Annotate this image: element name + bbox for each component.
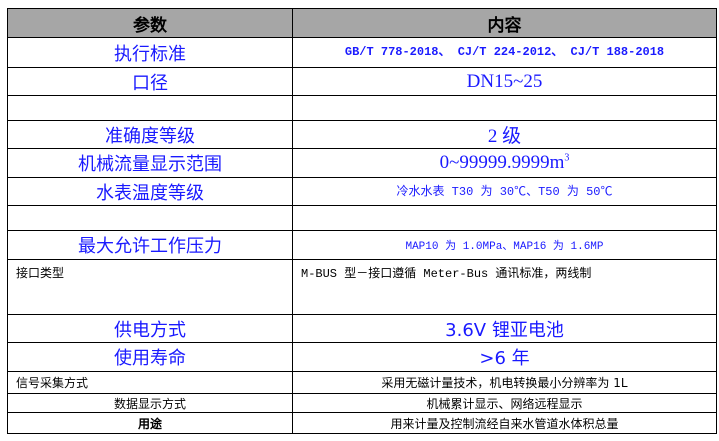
param-cell: 准确度等级: [7, 120, 293, 149]
content-cell: MAP10 为 1.0MPa、MAP16 为 1.6MP: [292, 230, 717, 260]
param-cell: [7, 205, 293, 231]
table-row: [7, 95, 717, 121]
param-cell: 供电方式: [7, 314, 293, 343]
param-cell: 口径: [7, 67, 293, 96]
table-row: 机械流量显示范围 0~99999.9999m3: [7, 148, 717, 178]
header-content: 内容: [292, 8, 717, 38]
table-row: 最大允许工作压力 MAP10 为 1.0MPa、MAP16 为 1.6MP: [7, 230, 717, 260]
content-cell: 2 级: [292, 120, 717, 149]
content-cell: [292, 205, 717, 231]
content-cell: 0~99999.9999m3: [292, 148, 717, 178]
table-row: [7, 205, 717, 231]
content-cell: GB/T 778-2018、 CJ/T 224-2012、 CJ/T 188-2…: [292, 37, 717, 68]
content-cell: 机械累计显示、网络远程显示: [292, 393, 717, 413]
param-cell: 用途: [7, 412, 293, 434]
param-cell: 数据显示方式: [7, 393, 293, 413]
content-cell: 冷水水表 T30 为 30℃、T50 为 50℃: [292, 177, 717, 206]
unit-exponent: 3: [564, 152, 570, 164]
param-cell: 执行标准: [7, 37, 293, 68]
param-cell: 使用寿命: [7, 342, 293, 372]
content-cell: 用来计量及控制流经自来水管道水体积总量: [292, 412, 717, 434]
content-cell: >6 年: [292, 342, 717, 372]
param-cell: 最大允许工作压力: [7, 230, 293, 260]
content-cell: [292, 95, 717, 121]
content-cell: DN15~25: [292, 67, 717, 96]
param-cell: 接口类型: [7, 259, 293, 315]
range-value: 0~99999.9999m: [439, 152, 565, 173]
header-param: 参数: [7, 8, 293, 38]
table-row: 供电方式 3.6V 锂亚电池: [7, 314, 717, 343]
table-row: 数据显示方式 机械累计显示、网络远程显示: [7, 393, 717, 413]
table-row: 用途 用来计量及控制流经自来水管道水体积总量: [7, 412, 717, 434]
param-cell: [7, 95, 293, 121]
content-cell: M-BUS 型－接口遵循 Meter-Bus 通讯标准，两线制: [292, 259, 717, 315]
table-row: 接口类型 M-BUS 型－接口遵循 Meter-Bus 通讯标准，两线制: [7, 259, 717, 315]
spec-table: 参数 内容 执行标准 GB/T 778-2018、 CJ/T 224-2012、…: [7, 8, 717, 434]
table-row: 水表温度等级 冷水水表 T30 为 30℃、T50 为 50℃: [7, 177, 717, 206]
table-row: 信号采集方式 采用无磁计量技术，机电转换最小分辨率为 1L: [7, 371, 717, 394]
param-cell: 水表温度等级: [7, 177, 293, 206]
table-row: 准确度等级 2 级: [7, 120, 717, 149]
table-row: 执行标准 GB/T 778-2018、 CJ/T 224-2012、 CJ/T …: [7, 37, 717, 68]
table-row: 口径 DN15~25: [7, 67, 717, 96]
table-row: 使用寿命 >6 年: [7, 342, 717, 372]
param-cell: 信号采集方式: [7, 371, 293, 394]
header-row: 参数 内容: [7, 8, 717, 38]
param-cell: 机械流量显示范围: [7, 148, 293, 178]
content-cell: 采用无磁计量技术，机电转换最小分辨率为 1L: [292, 371, 717, 394]
content-cell: 3.6V 锂亚电池: [292, 314, 717, 343]
